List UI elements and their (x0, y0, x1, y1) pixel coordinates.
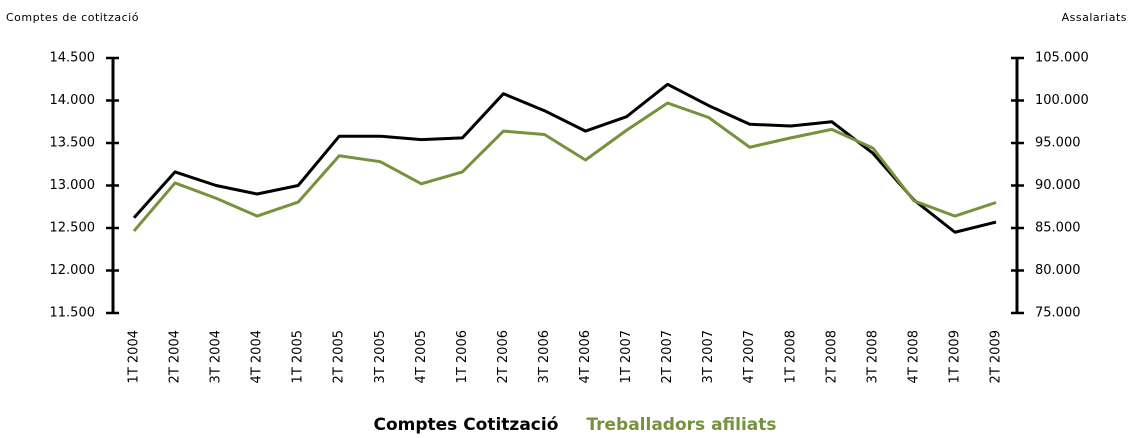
x-tick-label: 3T 2006 (537, 330, 552, 383)
x-tick-label: 3T 2004 (209, 330, 224, 383)
y-tick-label: 14.500 (50, 51, 96, 66)
x-tick-label: 3T 2008 (865, 330, 880, 383)
y2-axis-title: Assalariats (1062, 11, 1127, 24)
x-tick-label: 1T 2006 (455, 330, 470, 383)
y2-tick-label: 85.000 (1035, 221, 1081, 236)
legend-entry: Comptes Cotització (373, 415, 558, 435)
y2-tick-label: 100.000 (1035, 93, 1089, 108)
legend-entry: Treballadors afiliats (586, 415, 776, 435)
x-tick-label: 4T 2008 (906, 330, 921, 383)
series-line (132, 101, 997, 232)
y2-tick-label: 90.000 (1035, 178, 1081, 193)
y-tick-label: 12.500 (50, 221, 96, 236)
x-tick-label: 2T 2004 (168, 330, 183, 383)
x-tick-label: 3T 2007 (701, 330, 716, 383)
x-tick-label: 4T 2004 (250, 330, 265, 383)
x-tick-label: 4T 2005 (414, 330, 429, 383)
x-tick-label: 2T 2009 (989, 330, 1004, 383)
y-tick-label: 13.000 (50, 178, 96, 193)
x-tick-label: 2T 2006 (496, 330, 511, 383)
x-tick-label: 3T 2005 (373, 330, 388, 383)
x-tick-label: 1T 2004 (127, 330, 142, 383)
x-tick-label: 1T 2009 (947, 330, 962, 383)
x-tick-label: 1T 2008 (783, 330, 798, 383)
y-tick-label: 11.500 (50, 306, 96, 321)
x-tick-label: 2T 2008 (824, 330, 839, 383)
x-tick-label: 2T 2005 (332, 330, 347, 383)
y2-tick-label: 105.000 (1035, 51, 1089, 66)
x-tick-label: 1T 2007 (619, 330, 634, 383)
x-tick-label: 4T 2007 (742, 330, 757, 383)
x-tick-label: 1T 2005 (291, 330, 306, 383)
y2-tick-label: 80.000 (1035, 263, 1081, 278)
x-tick-label: 4T 2006 (578, 330, 593, 383)
series-line (132, 82, 997, 234)
y-tick-label: 14.000 (50, 93, 96, 108)
y2-tick-label: 75.000 (1035, 306, 1081, 321)
y2-tick-label: 95.000 (1035, 136, 1081, 151)
y-tick-label: 13.500 (50, 136, 96, 151)
x-tick-label: 2T 2007 (660, 330, 675, 383)
y-tick-label: 12.000 (50, 263, 96, 278)
y-axis-title: Comptes de cotització (6, 11, 139, 24)
